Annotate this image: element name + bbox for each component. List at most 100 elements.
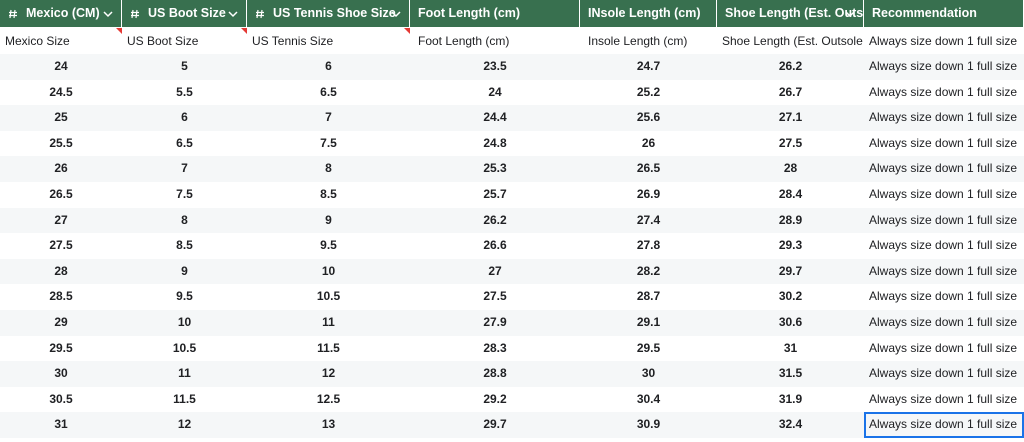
table-cell[interactable]: 29.5 bbox=[0, 336, 122, 362]
table-cell[interactable]: 30.5 bbox=[0, 387, 122, 413]
table-cell[interactable]: 6 bbox=[122, 105, 247, 131]
table-cell[interactable]: Always size down 1 full size bbox=[864, 105, 1024, 131]
table-cell[interactable]: 29.7 bbox=[717, 259, 864, 285]
table-cell[interactable]: Always size down 1 full size bbox=[864, 259, 1024, 285]
column-header[interactable]: Mexico (CM) bbox=[0, 0, 121, 27]
table-cell[interactable]: 6.5 bbox=[122, 131, 247, 157]
table-cell[interactable]: 11.5 bbox=[122, 387, 247, 413]
table-cell[interactable]: 26.9 bbox=[580, 182, 717, 208]
table-cell[interactable]: 10 bbox=[247, 259, 410, 285]
table-cell[interactable]: 26.2 bbox=[717, 54, 864, 80]
column-label[interactable]: Always size down 1 full size bbox=[864, 28, 1024, 54]
table-cell[interactable]: 7.5 bbox=[122, 182, 247, 208]
table-cell[interactable]: 9.5 bbox=[247, 233, 410, 259]
table-cell[interactable]: 9.5 bbox=[122, 284, 247, 310]
table-cell[interactable]: 25.6 bbox=[580, 105, 717, 131]
table-cell[interactable]: 12 bbox=[247, 361, 410, 387]
table-cell[interactable]: 30 bbox=[0, 361, 122, 387]
dropdown-chevron[interactable] bbox=[845, 10, 855, 18]
table-cell[interactable]: 5.5 bbox=[122, 80, 247, 106]
table-cell[interactable]: 31 bbox=[0, 412, 122, 438]
table-cell[interactable]: 27.5 bbox=[717, 131, 864, 157]
dropdown-chevron[interactable] bbox=[228, 10, 238, 18]
table-cell[interactable]: 31.9 bbox=[717, 387, 864, 413]
table-cell[interactable]: Always size down 1 full size bbox=[864, 80, 1024, 106]
column-header[interactable]: Recommendation bbox=[864, 0, 1023, 27]
table-cell[interactable]: 29 bbox=[0, 310, 122, 336]
table-cell[interactable]: 6 bbox=[247, 54, 410, 80]
table-cell[interactable]: 26 bbox=[0, 156, 122, 182]
table-cell[interactable]: 30.9 bbox=[580, 412, 717, 438]
column-label[interactable]: Foot Length (cm) bbox=[410, 28, 580, 54]
table-cell[interactable]: 8 bbox=[122, 208, 247, 234]
table-cell[interactable]: Always size down 1 full size bbox=[864, 387, 1024, 413]
table-cell[interactable]: 27.5 bbox=[0, 233, 122, 259]
table-cell[interactable]: 10.5 bbox=[122, 336, 247, 362]
table-cell[interactable]: 12.5 bbox=[247, 387, 410, 413]
table-cell[interactable]: 27.1 bbox=[717, 105, 864, 131]
table-cell[interactable]: Always size down 1 full size bbox=[864, 412, 1024, 438]
table-cell[interactable]: 28.3 bbox=[410, 336, 580, 362]
table-cell[interactable]: 7 bbox=[122, 156, 247, 182]
column-header[interactable]: Foot Length (cm) bbox=[410, 0, 579, 27]
table-cell[interactable]: 26.5 bbox=[580, 156, 717, 182]
table-cell[interactable]: 28.4 bbox=[717, 182, 864, 208]
table-cell[interactable]: Always size down 1 full size bbox=[864, 54, 1024, 80]
column-label[interactable]: US Boot Size bbox=[122, 28, 247, 54]
table-cell[interactable]: Always size down 1 full size bbox=[864, 131, 1024, 157]
dropdown-chevron[interactable] bbox=[391, 10, 401, 18]
table-cell[interactable]: 23.5 bbox=[410, 54, 580, 80]
table-cell[interactable]: 9 bbox=[122, 259, 247, 285]
table-cell[interactable]: 27.5 bbox=[410, 284, 580, 310]
table-cell[interactable]: 27.4 bbox=[580, 208, 717, 234]
table-cell[interactable]: 32.4 bbox=[717, 412, 864, 438]
table-cell[interactable]: 10 bbox=[122, 310, 247, 336]
table-cell[interactable]: 30.2 bbox=[717, 284, 864, 310]
table-cell[interactable]: 31.5 bbox=[717, 361, 864, 387]
table-cell[interactable]: Always size down 1 full size bbox=[864, 310, 1024, 336]
table-cell[interactable]: 12 bbox=[122, 412, 247, 438]
table-cell[interactable]: 28 bbox=[0, 259, 122, 285]
dropdown-chevron[interactable] bbox=[103, 10, 113, 18]
table-cell[interactable]: 28.8 bbox=[410, 361, 580, 387]
table-cell[interactable]: Always size down 1 full size bbox=[864, 208, 1024, 234]
table-cell[interactable]: 25.5 bbox=[0, 131, 122, 157]
column-label[interactable]: Mexico Size bbox=[0, 28, 122, 54]
table-cell[interactable]: 29.7 bbox=[410, 412, 580, 438]
column-label[interactable]: Shoe Length (Est. Outsole ( bbox=[717, 28, 864, 54]
table-cell[interactable]: Always size down 1 full size bbox=[864, 182, 1024, 208]
table-cell[interactable]: 26.6 bbox=[410, 233, 580, 259]
table-cell[interactable]: 25.3 bbox=[410, 156, 580, 182]
table-cell[interactable]: 28.5 bbox=[0, 284, 122, 310]
table-cell[interactable]: Always size down 1 full size bbox=[864, 233, 1024, 259]
table-cell[interactable]: 25.2 bbox=[580, 80, 717, 106]
table-cell[interactable]: Always size down 1 full size bbox=[864, 284, 1024, 310]
table-cell[interactable]: 26.2 bbox=[410, 208, 580, 234]
table-cell[interactable]: 28 bbox=[717, 156, 864, 182]
table-cell[interactable]: 24 bbox=[0, 54, 122, 80]
table-cell[interactable]: 11 bbox=[247, 310, 410, 336]
table-cell[interactable]: 27.9 bbox=[410, 310, 580, 336]
table-cell[interactable]: Always size down 1 full size bbox=[864, 361, 1024, 387]
table-cell[interactable]: 9 bbox=[247, 208, 410, 234]
table-cell[interactable]: 26.7 bbox=[717, 80, 864, 106]
table-cell[interactable]: 29.3 bbox=[717, 233, 864, 259]
table-cell[interactable]: 24.7 bbox=[580, 54, 717, 80]
column-header[interactable]: US Tennis Shoe Size bbox=[247, 0, 409, 27]
column-header[interactable]: US Boot Size bbox=[122, 0, 246, 27]
table-cell[interactable]: 8.5 bbox=[122, 233, 247, 259]
table-cell[interactable]: 11 bbox=[122, 361, 247, 387]
table-cell[interactable]: Always size down 1 full size bbox=[864, 336, 1024, 362]
table-cell[interactable]: 29.5 bbox=[580, 336, 717, 362]
table-cell[interactable]: 26.5 bbox=[0, 182, 122, 208]
column-label[interactable]: Insole Length (cm) bbox=[580, 28, 717, 54]
table-cell[interactable]: 30.6 bbox=[717, 310, 864, 336]
table-cell[interactable]: 29.1 bbox=[580, 310, 717, 336]
table-cell[interactable]: 30 bbox=[580, 361, 717, 387]
table-cell[interactable]: 31 bbox=[717, 336, 864, 362]
table-cell[interactable]: 7.5 bbox=[247, 131, 410, 157]
table-cell[interactable]: 10.5 bbox=[247, 284, 410, 310]
table-cell[interactable]: 25.7 bbox=[410, 182, 580, 208]
table-cell[interactable]: 24.5 bbox=[0, 80, 122, 106]
table-cell[interactable]: 27 bbox=[0, 208, 122, 234]
